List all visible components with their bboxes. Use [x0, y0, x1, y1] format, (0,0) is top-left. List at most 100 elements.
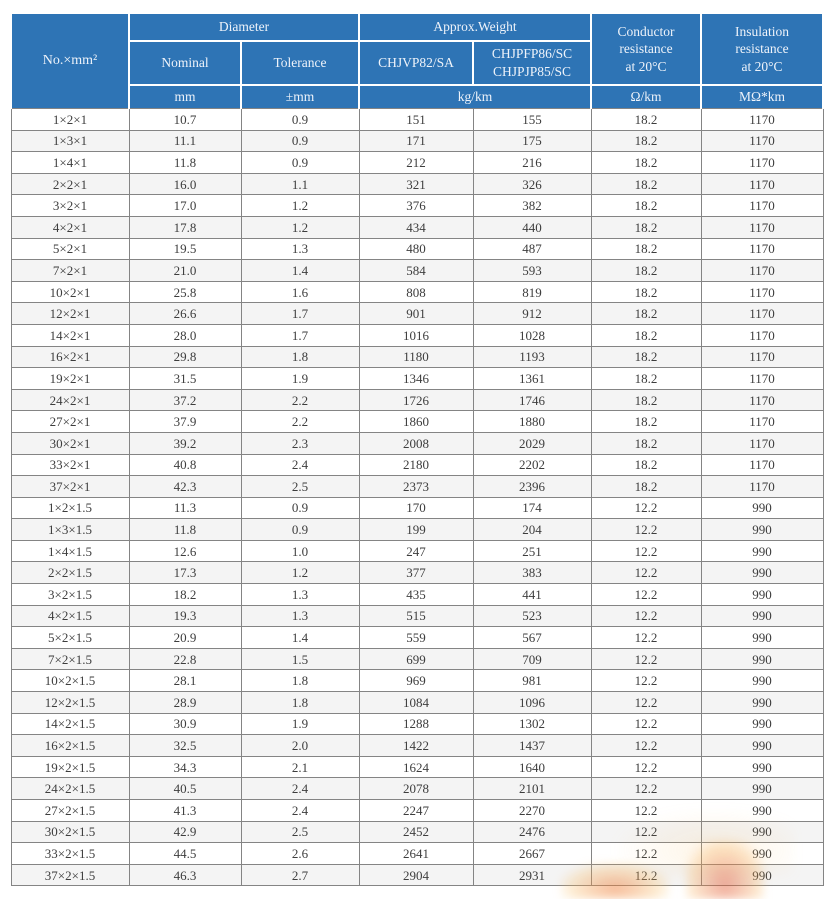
cell-weight-chjpfp86sc: 441	[472, 583, 592, 606]
unit-kg-km: kg/km	[358, 84, 593, 109]
cell-spec: 7×2×1.5	[10, 647, 130, 671]
cell-weight-chjvp82sa: 212	[358, 151, 474, 174]
cell-conductor-resistance: 18.2	[590, 108, 702, 131]
cell-spec: 2×2×1	[10, 172, 130, 196]
cell-spec: 30×2×1.5	[10, 820, 130, 844]
cell-weight-chjpfp86sc: 1746	[472, 388, 592, 412]
cell-insulation-resistance: 1170	[700, 367, 824, 390]
cell-tolerance: 2.2	[240, 410, 360, 433]
cell-weight-chjpfp86sc: 155	[472, 108, 592, 131]
table-row: 33×2×1.5 44.5 2.6 2641 2667 12.2 990	[10, 842, 824, 865]
cell-spec: 37×2×1.5	[10, 863, 130, 887]
cell-weight-chjpfp86sc: 1437	[472, 734, 592, 757]
cell-nominal-diameter: 19.5	[128, 237, 242, 261]
cell-spec: 7×2×1	[10, 259, 130, 282]
cell-tolerance: 1.8	[240, 691, 360, 714]
cell-insulation-resistance: 1170	[700, 237, 824, 261]
cell-weight-chjpfp86sc: 2202	[472, 453, 592, 477]
cell-weight-chjpfp86sc: 2667	[472, 842, 592, 865]
cell-nominal-diameter: 11.8	[128, 518, 242, 541]
col-group-diameter: Diameter	[127, 12, 361, 42]
cell-weight-chjpfp86sc: 1302	[472, 712, 592, 736]
cell-nominal-diameter: 22.8	[128, 647, 242, 671]
cell-spec: 12×2×1	[10, 302, 130, 325]
cell-weight-chjvp82sa: 2373	[358, 475, 474, 498]
cell-insulation-resistance: 990	[700, 691, 824, 714]
header-sub-row: Nominal Tolerance CHJVP82/SA CHJPFP86/SC…	[11, 40, 823, 86]
table-row: 3×2×1 17.0 1.2 376 382 18.2 1170	[10, 194, 824, 217]
cell-weight-chjpfp86sc: 487	[472, 237, 592, 261]
cell-insulation-resistance: 1170	[700, 129, 824, 153]
cell-tolerance: 1.9	[240, 367, 360, 390]
cell-conductor-resistance: 18.2	[590, 172, 702, 196]
cell-insulation-resistance: 1170	[700, 431, 824, 455]
header-units-row: mm ±mm kg/km Ω/km MΩ*km	[11, 84, 825, 109]
weight-col2-line: CHJPJP85/SC	[492, 64, 572, 79]
cell-conductor-resistance: 18.2	[590, 345, 702, 369]
cell-nominal-diameter: 28.9	[128, 691, 242, 714]
cell-conductor-resistance: 12.2	[590, 842, 702, 865]
cell-insulation-resistance: 1170	[700, 280, 824, 304]
cell-weight-chjpfp86sc: 383	[472, 561, 592, 585]
cell-weight-chjpfp86sc: 2270	[472, 799, 592, 822]
cell-tolerance: 2.0	[240, 734, 360, 757]
cell-nominal-diameter: 37.2	[128, 388, 242, 412]
cell-spec: 37×2×1	[10, 475, 130, 498]
cell-nominal-diameter: 28.1	[128, 669, 242, 693]
cell-weight-chjpfp86sc: 216	[472, 151, 592, 174]
cell-spec: 30×2×1	[10, 431, 130, 455]
cell-insulation-resistance: 990	[700, 799, 824, 822]
cell-spec: 14×2×1.5	[10, 712, 130, 736]
cell-tolerance: 2.4	[240, 799, 360, 822]
cell-conductor-resistance: 18.2	[590, 302, 702, 325]
cell-weight-chjpfp86sc: 2029	[472, 431, 592, 455]
conductor-header-line: Conductor	[617, 23, 675, 39]
table-row: 30×2×1.5 42.9 2.5 2452 2476 12.2 990	[10, 820, 824, 844]
table-body: 1×2×1 10.7 0.9 151 155 18.2 1170 1×3×1 11.1 0.9 17…	[10, 108, 824, 887]
cell-conductor-resistance: 12.2	[590, 734, 702, 757]
col-header-insulation-resistance: Insulation resistance at 20°C	[700, 12, 825, 86]
cell-weight-chjvp82sa: 901	[358, 302, 474, 325]
cell-spec: 1×2×1.5	[10, 496, 130, 520]
table-row: 5×2×1 19.5 1.3 480 487 18.2 1170	[10, 237, 824, 261]
cell-spec: 4×2×1.5	[10, 604, 130, 628]
cell-nominal-diameter: 11.8	[128, 151, 242, 174]
cell-weight-chjvp82sa: 1346	[358, 367, 474, 390]
cell-insulation-resistance: 1170	[700, 108, 824, 131]
cell-insulation-resistance: 1170	[700, 259, 824, 282]
cell-weight-chjpfp86sc: 567	[472, 626, 592, 649]
cell-insulation-resistance: 990	[700, 863, 824, 887]
cell-conductor-resistance: 18.2	[590, 367, 702, 390]
table-row: 2×2×1.5 17.3 1.2 377 383 12.2 990	[10, 561, 824, 585]
cell-insulation-resistance: 990	[700, 647, 824, 671]
cell-weight-chjpfp86sc: 2101	[472, 777, 592, 800]
table-row: 4×2×1 17.8 1.2 434 440 18.2 1170	[10, 215, 824, 239]
cell-insulation-resistance: 1170	[700, 345, 824, 369]
table-row: 2×2×1 16.0 1.1 321 326 18.2 1170	[10, 172, 824, 196]
cell-nominal-diameter: 30.9	[128, 712, 242, 736]
cell-conductor-resistance: 12.2	[590, 863, 702, 887]
cell-spec: 5×2×1	[10, 237, 130, 261]
insulation-header-line: resistance	[735, 41, 789, 57]
conductor-header-line: resistance	[619, 41, 673, 57]
table-row: 37×2×1 42.3 2.5 2373 2396 18.2 1170	[10, 475, 824, 498]
cell-weight-chjvp82sa: 376	[358, 194, 474, 217]
cell-conductor-resistance: 18.2	[590, 194, 702, 217]
cell-spec: 27×2×1.5	[10, 799, 130, 822]
cell-tolerance: 2.7	[240, 863, 360, 887]
cell-conductor-resistance: 18.2	[590, 237, 702, 261]
table-header: No.×mm² Diameter Approx.Weight Conductor…	[10, 12, 825, 109]
cell-insulation-resistance: 1170	[700, 302, 824, 325]
table-row: 14×2×1 28.0 1.7 1016 1028 18.2 1170	[10, 323, 824, 347]
cell-insulation-resistance: 1170	[700, 151, 824, 174]
cell-spec: 19×2×1.5	[10, 755, 130, 779]
cell-nominal-diameter: 21.0	[128, 259, 242, 282]
table-row: 1×2×1.5 11.3 0.9 170 174 12.2 990	[10, 496, 824, 520]
table-row: 19×2×1 31.5 1.9 1346 1361 18.2 1170	[10, 367, 824, 390]
cell-conductor-resistance: 18.2	[590, 475, 702, 498]
col-header-no-mm2: No.×mm²	[10, 12, 130, 109]
table-row: 10×2×1.5 28.1 1.8 969 981 12.2 990	[10, 669, 824, 693]
cell-insulation-resistance: 990	[700, 842, 824, 865]
cell-nominal-diameter: 19.3	[128, 604, 242, 628]
cell-tolerance: 1.1	[240, 172, 360, 196]
